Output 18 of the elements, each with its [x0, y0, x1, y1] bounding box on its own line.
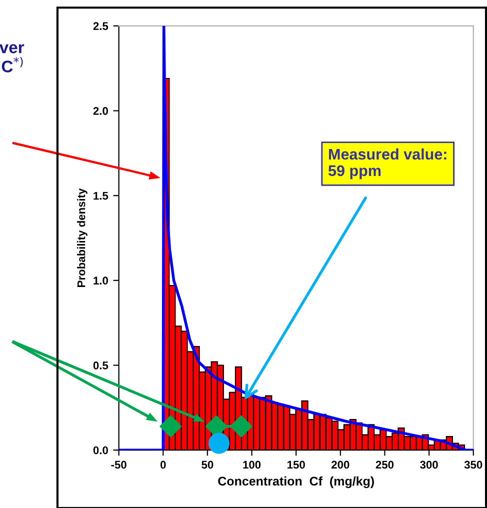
x-tick-label: 200 — [332, 460, 350, 469]
x-tick-label: 100 — [243, 460, 261, 469]
y-tick-label: 2.0 — [93, 107, 108, 115]
x-tick-label: 350 — [464, 460, 482, 469]
x-tick-label: -50 — [111, 460, 126, 469]
y-tick-label: 0.5 — [93, 362, 108, 370]
annotation: Measured value: 59 ppm — [328, 148, 446, 180]
y-tick-label: 0.0 — [93, 446, 108, 454]
y-tick-label: 1.5 — [94, 192, 108, 200]
y-axis-title: Probability density — [77, 188, 88, 287]
y-tick-label: 2.5 — [93, 22, 108, 30]
x-tick-label: 50 — [202, 460, 214, 469]
x-axis-title: Concentration Cf (mg/kg) — [218, 476, 374, 488]
x-tick-label: 250 — [376, 460, 394, 469]
x-tick-label: 300 — [420, 460, 438, 469]
x-tick-label: 0 — [160, 460, 166, 469]
y-tick-label: 1.0 — [94, 276, 108, 285]
x-tick-label: 150 — [288, 460, 305, 469]
